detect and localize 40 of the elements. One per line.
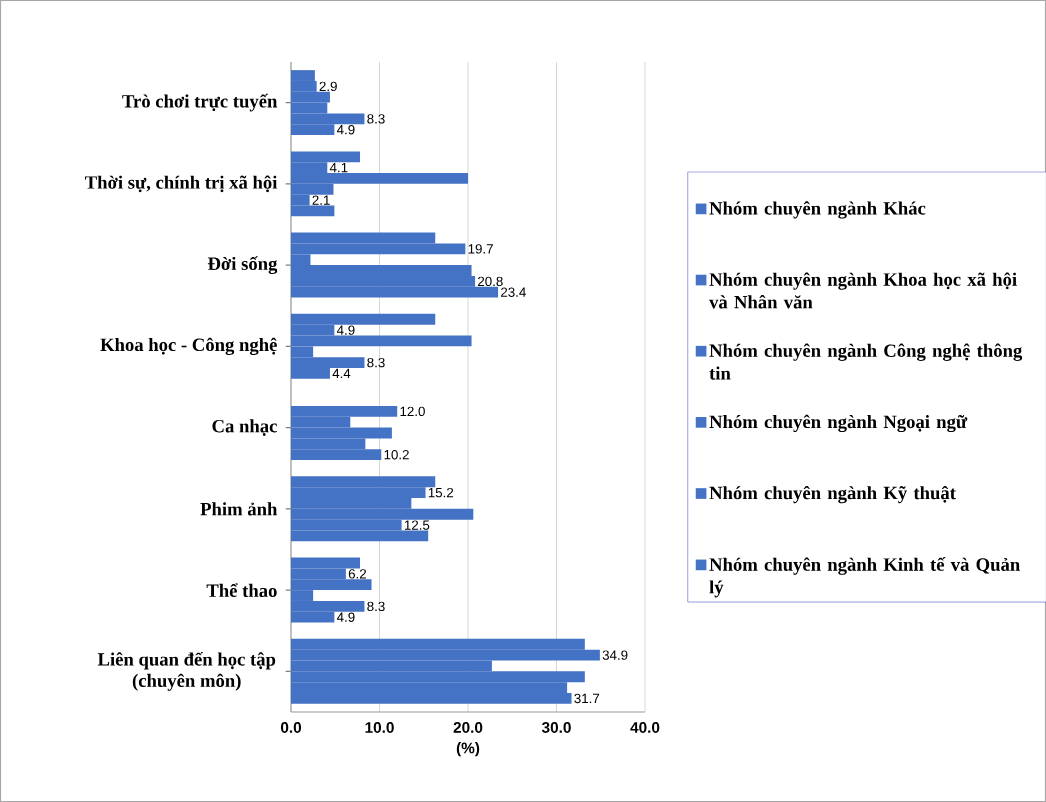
data-label: 4.4 [332,368,351,379]
y-tick-label: Đời sống [207,256,278,274]
data-label: 8.3 [367,357,385,368]
x-tick-label: 30.0 [541,722,571,733]
x-tick-label: 0.0 [280,722,302,733]
x-tick-label: 20.0 [453,722,483,733]
data-label: 4.1 [329,163,348,173]
data-label: 2.1 [312,195,330,205]
data-label: 8.3 [367,601,385,612]
data-label: 19.7 [468,244,493,254]
y-tick-label: Trò chơi trực tuyến [122,93,278,112]
y-tick-label: Khoa học - Công nghệ [100,337,277,356]
y-tick-label: Liên quan đến học tập (chuyên môn) [97,651,276,691]
y-tick-label: Thể thao [206,583,277,598]
y-tick-label: Phim ảnh [200,502,278,516]
data-label: 4.9 [336,612,355,622]
y-tick-label: Ca nhạc [212,419,277,436]
data-label: 4.9 [336,124,355,135]
legend-label: Nhóm chuyên ngành Kỹ thuật [709,485,956,504]
x-tick-label: 10.0 [365,722,394,733]
y-tick-label: Thời sự, chính trị xã hội [85,175,278,193]
legend-label: Nhóm chuyên ngành Ngoại ngữ [709,414,968,433]
data-label: 10.2 [384,449,409,460]
data-label: 4.9 [336,325,355,335]
data-label: 23.4 [501,287,526,297]
data-label: 12.0 [400,406,425,417]
data-label: 8.3 [367,114,385,124]
data-label: 6.2 [348,569,367,579]
data-label: 12.5 [404,520,430,530]
legend-label: Nhóm chuyên ngành Khoa học xã hội và Nhân văn [709,272,1017,309]
data-label: 20.8 [478,276,503,287]
data-label: 2.9 [319,81,337,92]
legend-label: Nhóm chuyên ngành Công nghệ thông tin [709,343,1023,380]
legend-label: Nhóm chuyên ngành Kinh tế và Quản lý [709,557,1020,598]
data-label: 34.9 [602,650,628,660]
legend-label: Nhóm chuyên ngành Khác [709,201,926,219]
x-axis-title: (%) [456,742,480,757]
data-label: 31.7 [574,693,600,704]
data-label: 15.2 [428,487,454,498]
x-tick-label: 40.0 [630,722,660,733]
